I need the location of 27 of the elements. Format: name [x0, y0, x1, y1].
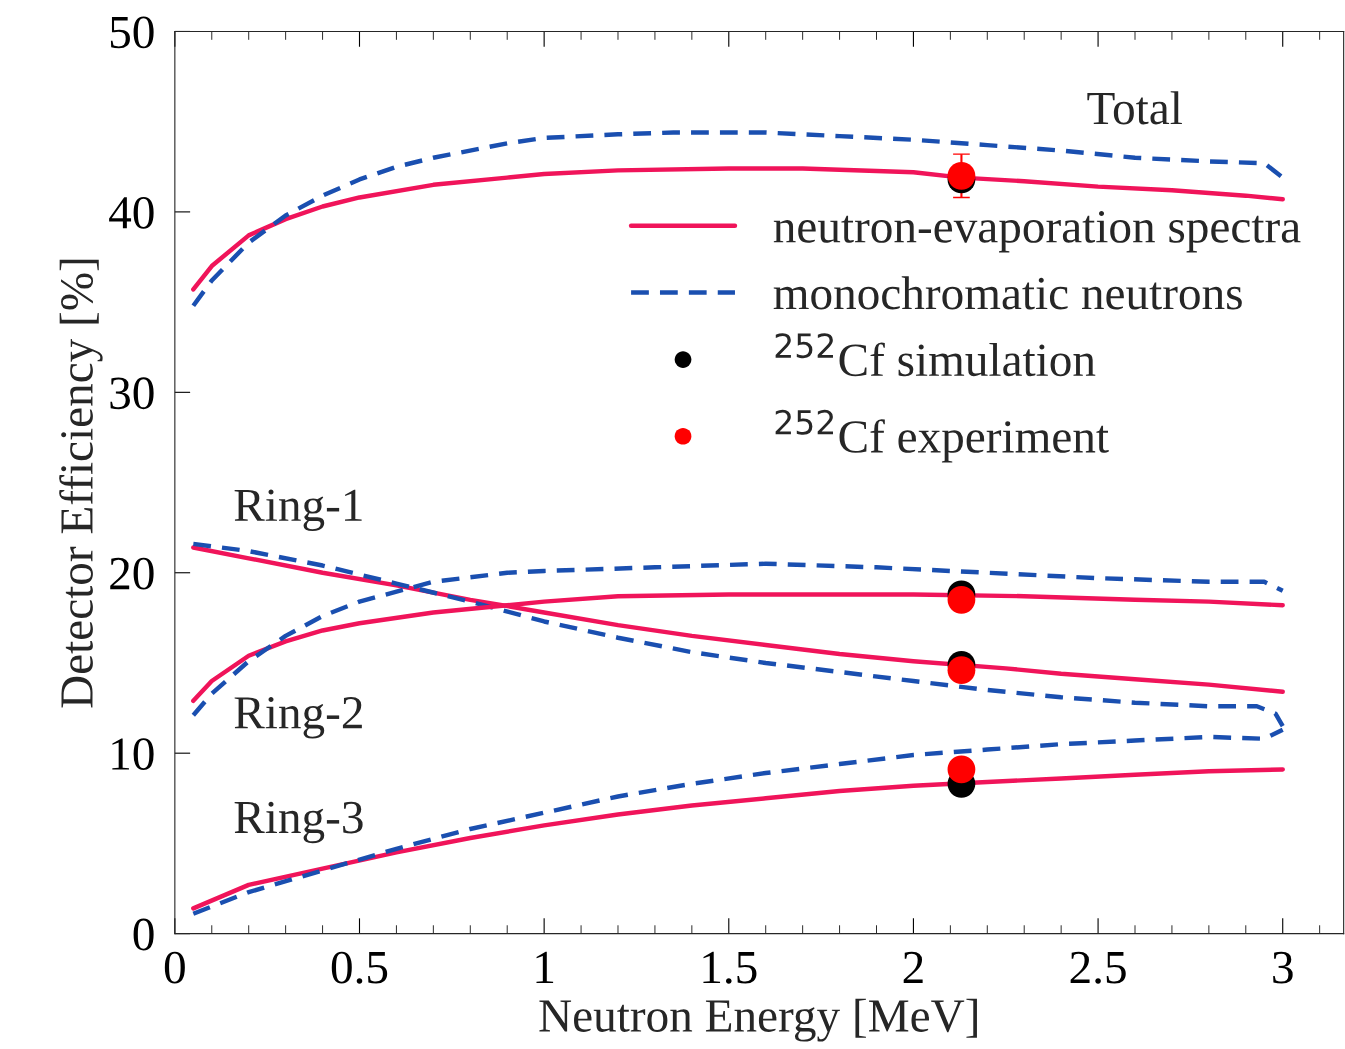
annotation: Ring-3 [234, 801, 363, 844]
x-tick-label: 1 [536, 951, 554, 984]
point [947, 755, 976, 784]
legend-label: $^{252}$Cf experiment [775, 409, 1109, 463]
legend-label: $^{252}$Cf simulation [775, 333, 1096, 377]
annotation: Ring-2 [234, 697, 362, 739]
y-axis-title: Detector Efficiency [%] [59, 259, 103, 708]
x-axis-title: Neutron Energy [MeV] [539, 998, 977, 1042]
y-tick-label: 50 [110, 16, 154, 49]
y-tick-label: 10 [112, 738, 154, 771]
x-tick-label: 2 [903, 951, 923, 984]
x-tick-label: 3 [1273, 951, 1293, 984]
annotation: Total [1087, 91, 1182, 125]
x-tick-label: 1.5 [703, 951, 757, 984]
y-tick-label: 0 [133, 918, 154, 951]
line-series [191, 767, 1285, 911]
point [947, 656, 976, 685]
legend-label: neutron-evaporation spectra [773, 211, 1301, 253]
x-tick-label: 2.5 [1070, 951, 1126, 984]
y-tick-label: 40 [109, 196, 154, 229]
y-tick-label: 20 [110, 557, 154, 590]
legend-label: monochromatic neutrons [773, 276, 1242, 310]
y-tick-label: 30 [110, 377, 154, 410]
x-tick-label: 0 [164, 951, 185, 984]
x-tick-label: 0.5 [331, 951, 388, 984]
annotation: Ring-1 [234, 489, 362, 532]
point [947, 585, 976, 614]
